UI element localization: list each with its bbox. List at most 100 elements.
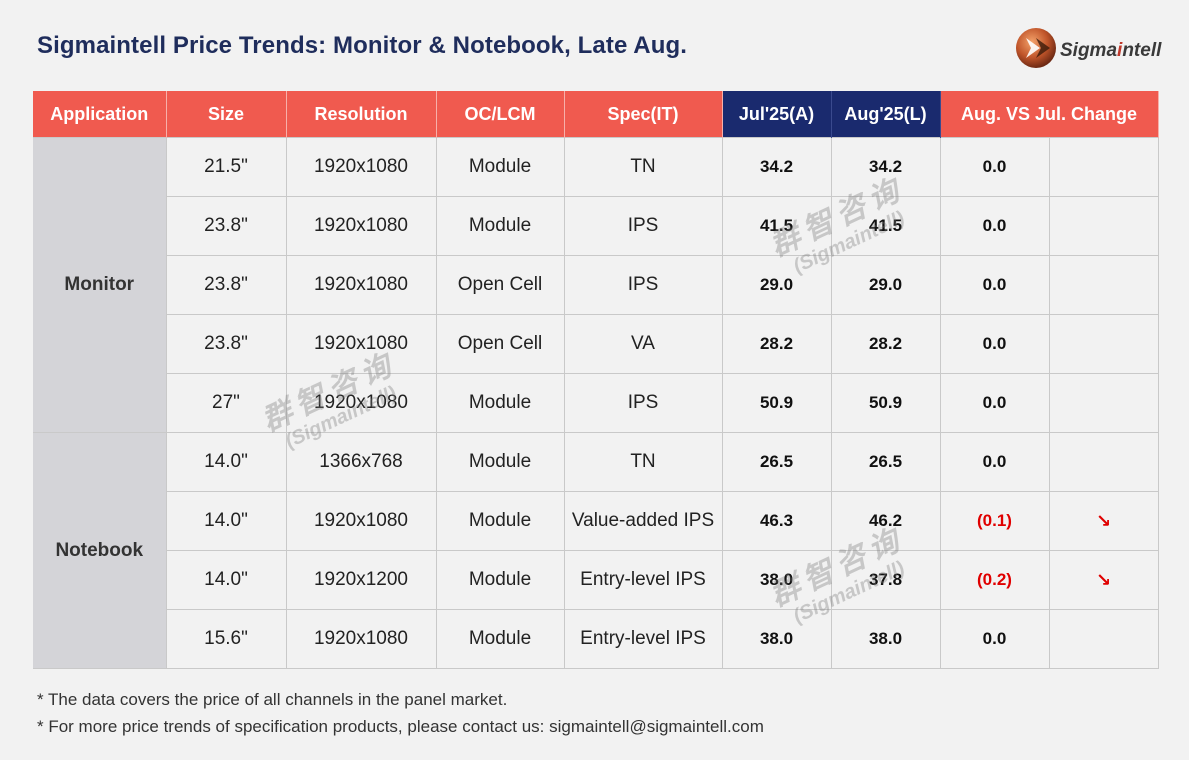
table-body: Monitor 21.5" 1920x1080 Module TN 34.2 34.2 0.0…: [33, 137, 1159, 669]
resolution-cell: 1920x1080: [285, 373, 437, 433]
resolution-cell: 1366x768: [285, 432, 437, 492]
trend-arrow-icon: [1048, 255, 1159, 315]
change-cell: 0.0: [939, 137, 1050, 197]
header-aug: Aug'25(L): [831, 91, 941, 138]
header-jul: Jul'25(A): [722, 91, 832, 138]
aug-price-cell: 38.0: [830, 609, 941, 669]
oc-lcm-cell: Module: [435, 196, 565, 256]
footnote: * The data covers the price of all chann…: [37, 690, 508, 709]
table-row: Notebook 14.0" 1366x768 Module TN 26.5 26.5 0.0: [33, 432, 1159, 669]
change-cell: 0.0: [939, 373, 1050, 433]
application-cell: Monitor: [33, 137, 167, 433]
sigmaintell-logo: Sigmaintell: [1014, 26, 1164, 72]
jul-price-cell: 41.5: [721, 196, 832, 256]
aug-price-cell: 28.2: [830, 314, 941, 374]
change-cell: (0.1): [939, 491, 1050, 551]
aug-price-cell: 26.5: [830, 432, 941, 492]
table-row: 14.0" 1920x1200 Module Entry-level IPS 38.0 3…: [33, 550, 1159, 610]
aug-price-cell: 46.2: [830, 491, 941, 551]
trend-arrow-icon: [1048, 196, 1159, 256]
spec-cell: TN: [563, 432, 723, 492]
size-cell: 23.8": [165, 196, 287, 256]
logo-wordmark: Sigmaintell: [1060, 40, 1162, 61]
jul-price-cell: 26.5: [721, 432, 832, 492]
price-table: Application Size Resolution OC/LCM Spec(…: [33, 91, 1159, 669]
change-cell: 0.0: [939, 432, 1050, 492]
oc-lcm-cell: Module: [435, 137, 565, 197]
trend-arrow-icon: [1048, 373, 1159, 433]
aug-price-cell: 37.8: [830, 550, 941, 610]
header-resolution: Resolution: [286, 91, 437, 138]
resolution-cell: 1920x1080: [285, 609, 437, 669]
table-row: 27" 1920x1080 Module IPS 50.9 50.9 0.0: [33, 373, 1159, 433]
header-size: Size: [166, 91, 287, 138]
trend-arrow-icon: [1048, 314, 1159, 374]
table-row: 23.8" 1920x1080 Open Cell VA 28.2 28.2 0.0: [33, 314, 1159, 374]
size-cell: 15.6": [165, 609, 287, 669]
jul-price-cell: 38.0: [721, 550, 832, 610]
size-cell: 23.8": [165, 255, 287, 315]
table-row: 14.0" 1920x1080 Module Value-added IPS 46.3 4…: [33, 491, 1159, 551]
change-cell: 0.0: [939, 255, 1050, 315]
trend-arrow-icon: [1048, 609, 1159, 669]
jul-price-cell: 46.3: [721, 491, 832, 551]
spec-cell: VA: [563, 314, 723, 374]
spec-cell: IPS: [563, 373, 723, 433]
aug-price-cell: 29.0: [830, 255, 941, 315]
change-cell: 0.0: [939, 609, 1050, 669]
logo-mark-icon: [1016, 28, 1056, 68]
table-row: 23.8" 1920x1080 Module IPS 41.5 41.5 0.0: [33, 196, 1159, 256]
size-cell: 14.0": [165, 491, 287, 551]
header-application: Application: [33, 91, 167, 138]
jul-price-cell: 34.2: [721, 137, 832, 197]
resolution-cell: 1920x1080: [285, 314, 437, 374]
spec-cell: TN: [563, 137, 723, 197]
table-header-row: Application Size Resolution OC/LCM Spec(…: [33, 91, 1159, 138]
trend-arrow-icon: ↘: [1048, 491, 1159, 551]
jul-price-cell: 29.0: [721, 255, 832, 315]
trend-arrow-icon: ↘: [1048, 550, 1159, 610]
trend-arrow-icon: [1048, 432, 1159, 492]
spec-cell: IPS: [563, 255, 723, 315]
oc-lcm-cell: Module: [435, 550, 565, 610]
jul-price-cell: 38.0: [721, 609, 832, 669]
size-cell: 27": [165, 373, 287, 433]
resolution-cell: 1920x1080: [285, 491, 437, 551]
spec-cell: Entry-level IPS: [563, 550, 723, 610]
table-row: 23.8" 1920x1080 Open Cell IPS 29.0 29.0 0.0: [33, 255, 1159, 315]
oc-lcm-cell: Module: [435, 491, 565, 551]
size-cell: 14.0": [165, 550, 287, 610]
resolution-cell: 1920x1080: [285, 196, 437, 256]
aug-price-cell: 41.5: [830, 196, 941, 256]
oc-lcm-cell: Module: [435, 373, 565, 433]
footnotes: * The data covers the price of all chann…: [37, 686, 764, 740]
header-change: Aug. VS Jul. Change: [940, 91, 1159, 138]
oc-lcm-cell: Open Cell: [435, 314, 565, 374]
change-cell: (0.2): [939, 550, 1050, 610]
resolution-cell: 1920x1080: [285, 137, 437, 197]
header-oc-lcm: OC/LCM: [436, 91, 565, 138]
header-spec: Spec(IT): [564, 91, 723, 138]
footnote: * For more price trends of specification…: [37, 717, 764, 736]
size-cell: 14.0": [165, 432, 287, 492]
jul-price-cell: 50.9: [721, 373, 832, 433]
table-row: Monitor 21.5" 1920x1080 Module TN 34.2 34.2 0.0: [33, 137, 1159, 433]
application-cell: Notebook: [33, 432, 167, 669]
size-cell: 21.5": [165, 137, 287, 197]
table-row: 15.6" 1920x1080 Module Entry-level IPS 38.0 3…: [33, 609, 1159, 669]
page-title: Sigmaintell Price Trends: Monitor & Note…: [37, 32, 688, 59]
change-cell: 0.0: [939, 314, 1050, 374]
oc-lcm-cell: Open Cell: [435, 255, 565, 315]
resolution-cell: 1920x1080: [285, 255, 437, 315]
trend-arrow-icon: [1048, 137, 1159, 197]
spec-cell: IPS: [563, 196, 723, 256]
resolution-cell: 1920x1200: [285, 550, 437, 610]
spec-cell: Value-added IPS: [563, 491, 723, 551]
oc-lcm-cell: Module: [435, 609, 565, 669]
spec-cell: Entry-level IPS: [563, 609, 723, 669]
oc-lcm-cell: Module: [435, 432, 565, 492]
size-cell: 23.8": [165, 314, 287, 374]
aug-price-cell: 34.2: [830, 137, 941, 197]
aug-price-cell: 50.9: [830, 373, 941, 433]
jul-price-cell: 28.2: [721, 314, 832, 374]
